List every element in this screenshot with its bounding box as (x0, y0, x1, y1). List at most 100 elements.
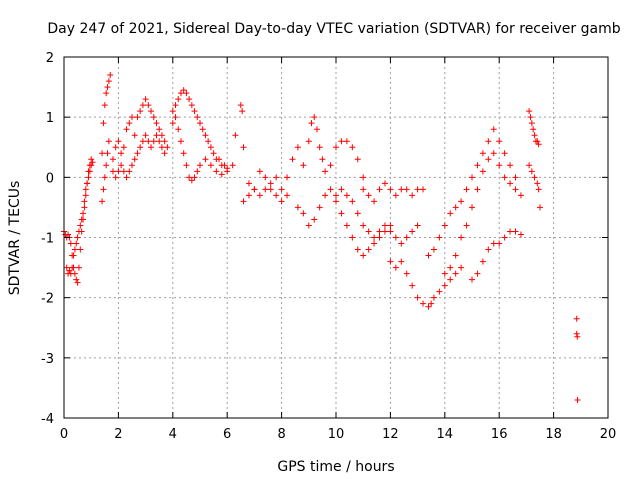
data-point (333, 192, 339, 199)
data-point (156, 138, 163, 145)
data-point (311, 216, 318, 223)
data-point (158, 132, 165, 139)
data-point (229, 162, 236, 169)
data-point (101, 102, 108, 109)
data-point (474, 186, 481, 193)
data-point (381, 222, 388, 229)
data-point (262, 174, 269, 181)
data-point (517, 192, 524, 199)
data-point (371, 240, 378, 247)
data-point (77, 222, 84, 229)
x-tick-label: 0 (60, 427, 68, 442)
data-point (458, 234, 465, 241)
data-point (398, 258, 405, 265)
data-point (365, 246, 372, 253)
data-point (360, 222, 367, 229)
data-point (469, 204, 475, 211)
data-point (333, 144, 339, 151)
data-point (251, 186, 258, 193)
data-point (392, 234, 399, 241)
data-point (145, 138, 152, 145)
data-point (74, 279, 81, 286)
y-tick-label: 2 (46, 51, 54, 66)
data-point (387, 258, 394, 265)
data-point (360, 252, 367, 259)
data-point (338, 186, 345, 193)
data-point (194, 114, 201, 121)
data-point (112, 174, 119, 181)
data-point (256, 192, 263, 199)
data-point (512, 174, 519, 181)
data-point (308, 120, 315, 127)
data-point (186, 174, 193, 181)
data-point (245, 192, 252, 199)
data-point (88, 162, 95, 169)
data-point (100, 120, 107, 127)
data-point (256, 168, 263, 175)
data-point (349, 144, 356, 151)
data-point (239, 108, 246, 115)
data-point (501, 174, 508, 181)
data-point (360, 174, 367, 181)
data-point (103, 162, 110, 169)
data-point (376, 234, 383, 241)
y-tick-label: -2 (41, 292, 54, 307)
data-point (218, 171, 225, 178)
data-point (441, 282, 448, 289)
data-point (507, 162, 514, 169)
data-point (479, 168, 486, 175)
data-point (343, 138, 350, 145)
data-point (131, 132, 138, 139)
data-point (186, 96, 193, 103)
x-tick-label: 14 (437, 427, 454, 442)
data-point (300, 210, 307, 217)
y-tick-label: -1 (41, 232, 54, 247)
data-point (376, 228, 383, 235)
data-point (526, 108, 533, 115)
x-tick-label: 8 (277, 427, 285, 442)
data-point (305, 222, 312, 229)
data-point (531, 174, 538, 181)
data-point (109, 168, 116, 175)
data-point (70, 252, 77, 259)
data-point (148, 108, 155, 115)
data-point (183, 90, 190, 97)
data-point (371, 234, 378, 241)
y-axis-title: SDTVAR / TECUs (7, 181, 23, 296)
x-tick-label: 6 (223, 427, 231, 442)
data-point (191, 174, 198, 181)
data-point (194, 168, 201, 175)
data-point (300, 162, 307, 169)
data-point (534, 138, 541, 145)
data-point (463, 222, 470, 229)
data-point (354, 246, 361, 253)
data-point (63, 264, 70, 271)
data-point (512, 186, 519, 193)
data-point (430, 294, 437, 301)
data-point (129, 162, 135, 169)
data-point (392, 264, 399, 271)
data-point (273, 174, 280, 181)
data-point (89, 159, 96, 166)
data-point (496, 138, 503, 145)
data-point (245, 180, 252, 187)
data-point (66, 267, 73, 274)
data-point (441, 270, 448, 277)
data-point (105, 78, 112, 85)
data-point (137, 144, 144, 151)
data-point (69, 264, 76, 271)
data-point (420, 300, 427, 307)
data-point (294, 204, 301, 211)
data-point (158, 144, 165, 151)
data-point (112, 144, 119, 151)
data-point (77, 246, 84, 253)
data-point (73, 240, 80, 247)
data-point (490, 150, 497, 157)
data-point (441, 222, 448, 229)
data-point (409, 282, 416, 289)
data-point (284, 192, 291, 199)
data-point (425, 303, 432, 310)
data-point (403, 186, 410, 193)
data-point (294, 144, 301, 151)
